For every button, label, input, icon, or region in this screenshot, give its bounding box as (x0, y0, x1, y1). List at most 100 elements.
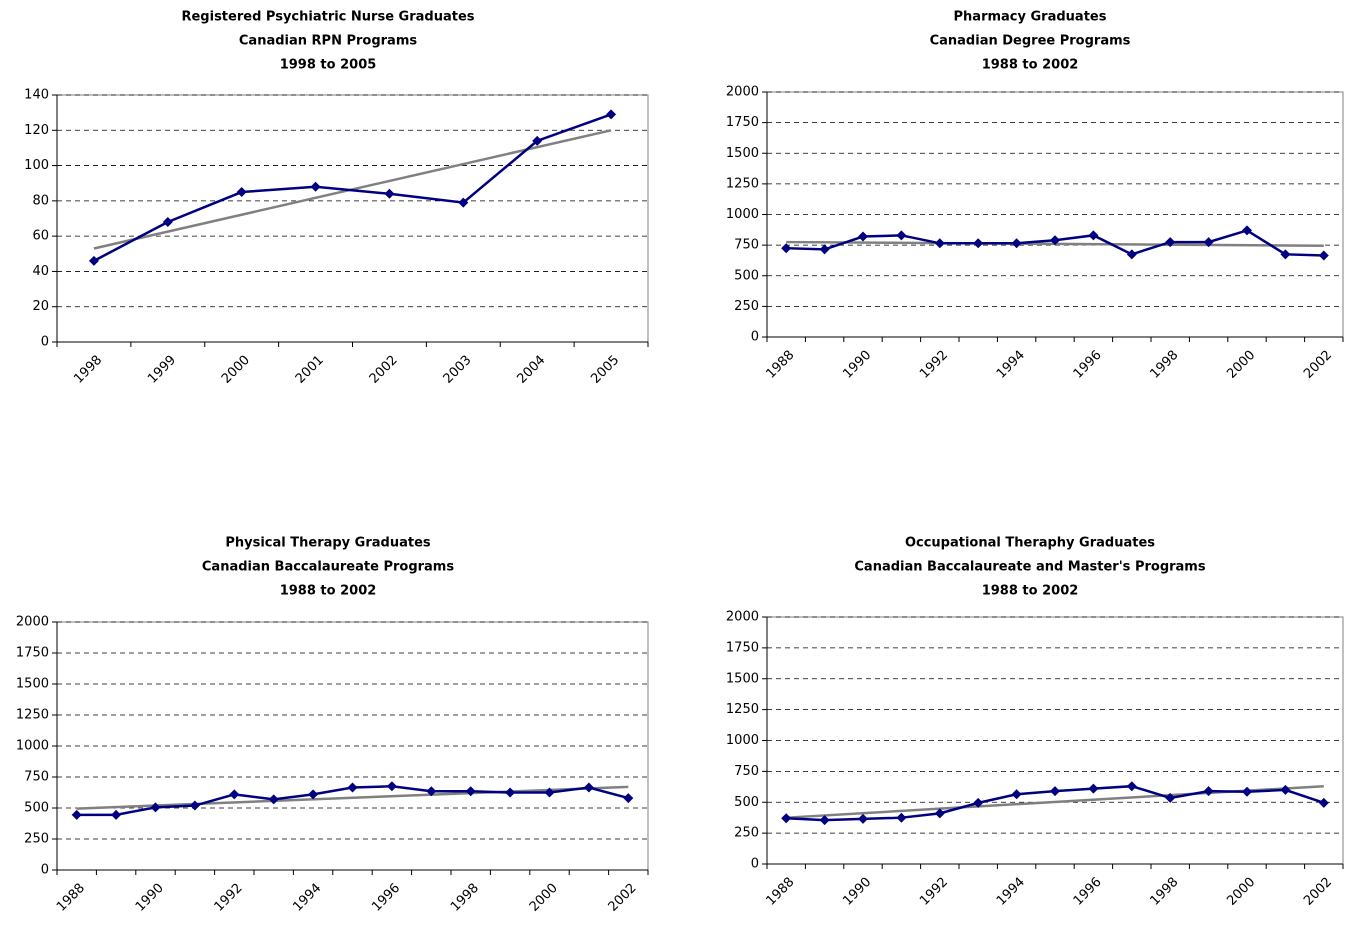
x-tick-label: 2005 (588, 353, 622, 387)
marker (1050, 235, 1060, 246)
chart-title: 1988 to 2002 (982, 584, 1079, 599)
marker (1011, 238, 1022, 249)
y-tick-label: 750 (734, 764, 759, 779)
marker (532, 135, 543, 146)
x-tick-label: 2000 (219, 353, 253, 387)
x-tick-label: 2002 (1301, 875, 1335, 909)
x-tick-label: 1996 (1071, 875, 1105, 909)
x-tick-label: 1988 (54, 881, 88, 915)
marker (458, 197, 469, 208)
marker (426, 786, 437, 797)
y-tick-label: 0 (751, 330, 759, 345)
x-tick-label: 1998 (1147, 348, 1181, 382)
x-tick-label: 2003 (441, 353, 475, 387)
marker (236, 187, 247, 198)
y-tick-label: 1500 (16, 677, 49, 692)
x-tick-label: 1998 (1147, 875, 1181, 909)
x-tick-label: 2004 (514, 353, 548, 387)
marker (465, 786, 476, 797)
x-tick-label: 2000 (1224, 875, 1258, 909)
x-tick-label: 1994 (994, 875, 1028, 909)
chart-title: Physical Therapy Graduates (225, 536, 431, 551)
x-tick-label: 1992 (212, 881, 246, 915)
x-tick-label: 1999 (145, 353, 179, 387)
marker (162, 217, 173, 228)
marker (150, 802, 161, 813)
y-tick-label: 0 (41, 863, 49, 878)
marker (1088, 783, 1099, 794)
marker (71, 809, 82, 820)
y-tick-label: 1750 (16, 646, 49, 661)
x-tick-label: 2002 (1301, 348, 1335, 382)
marker (819, 815, 830, 826)
y-tick-label: 250 (734, 826, 759, 841)
marker (858, 231, 868, 242)
y-tick-label: 2000 (16, 615, 49, 630)
marker (819, 244, 830, 255)
marker (1280, 249, 1291, 260)
y-tick-label: 250 (734, 299, 759, 314)
chart-title: Canadian RPN Programs (239, 34, 418, 49)
chart-title: Canadian Degree Programs (930, 34, 1131, 49)
chart-title: Occupational Theraphy Graduates (905, 536, 1155, 551)
y-tick-label: 500 (734, 795, 759, 810)
x-tick-label: 2000 (527, 881, 561, 915)
y-tick-label: 1750 (726, 115, 759, 130)
marker (1011, 789, 1022, 800)
y-tick-label: 2000 (726, 610, 759, 625)
marker (310, 181, 321, 192)
marker (583, 782, 594, 793)
y-tick-label: 40 (32, 264, 49, 279)
y-tick-label: 1000 (16, 739, 49, 754)
marker (781, 813, 792, 824)
y-tick-label: 2000 (726, 85, 759, 100)
marker (1050, 786, 1060, 797)
marker (88, 255, 99, 266)
marker (1165, 237, 1176, 248)
marker (229, 789, 240, 800)
marker (386, 781, 397, 792)
marker (896, 812, 907, 823)
marker (606, 109, 617, 120)
y-tick-label: 120 (24, 123, 49, 138)
y-tick-label: 60 (32, 229, 49, 244)
marker (623, 793, 634, 804)
y-tick-label: 1000 (726, 207, 759, 222)
marker (1318, 797, 1329, 808)
marker (1126, 249, 1137, 260)
marker (934, 238, 945, 249)
chart-title: 1988 to 2002 (280, 584, 377, 599)
y-tick-label: 1250 (16, 708, 49, 723)
chart-title: Registered Psychiatric Nurse Graduates (181, 10, 474, 25)
x-tick-label: 1998 (71, 353, 105, 387)
data-line (93, 113, 612, 262)
x-tick-label: 1998 (448, 881, 482, 915)
marker (505, 787, 516, 798)
y-tick-label: 750 (24, 770, 49, 785)
marker (189, 800, 200, 811)
y-tick-label: 0 (41, 335, 49, 350)
x-tick-label: 1996 (1071, 348, 1105, 382)
x-tick-label: 1992 (917, 875, 951, 909)
marker (111, 809, 122, 820)
marker (973, 238, 984, 249)
y-tick-label: 750 (734, 238, 759, 253)
y-tick-label: 1250 (726, 702, 759, 717)
y-tick-label: 1750 (726, 640, 759, 655)
y-tick-label: 1500 (726, 671, 759, 686)
marker (1242, 786, 1252, 797)
marker (858, 813, 868, 824)
chart-title: 1988 to 2002 (982, 58, 1079, 73)
x-tick-label: 2000 (1224, 348, 1258, 382)
x-tick-label: 2001 (293, 353, 327, 387)
marker (1203, 786, 1214, 797)
marker (1088, 230, 1099, 241)
plot-area (56, 621, 649, 871)
marker (934, 808, 945, 819)
y-tick-label: 1250 (726, 176, 759, 191)
chart-title: Pharmacy Graduates (954, 10, 1107, 25)
x-tick-label: 1992 (917, 348, 951, 382)
y-tick-label: 100 (24, 158, 49, 173)
x-tick-label: 1990 (133, 881, 167, 915)
